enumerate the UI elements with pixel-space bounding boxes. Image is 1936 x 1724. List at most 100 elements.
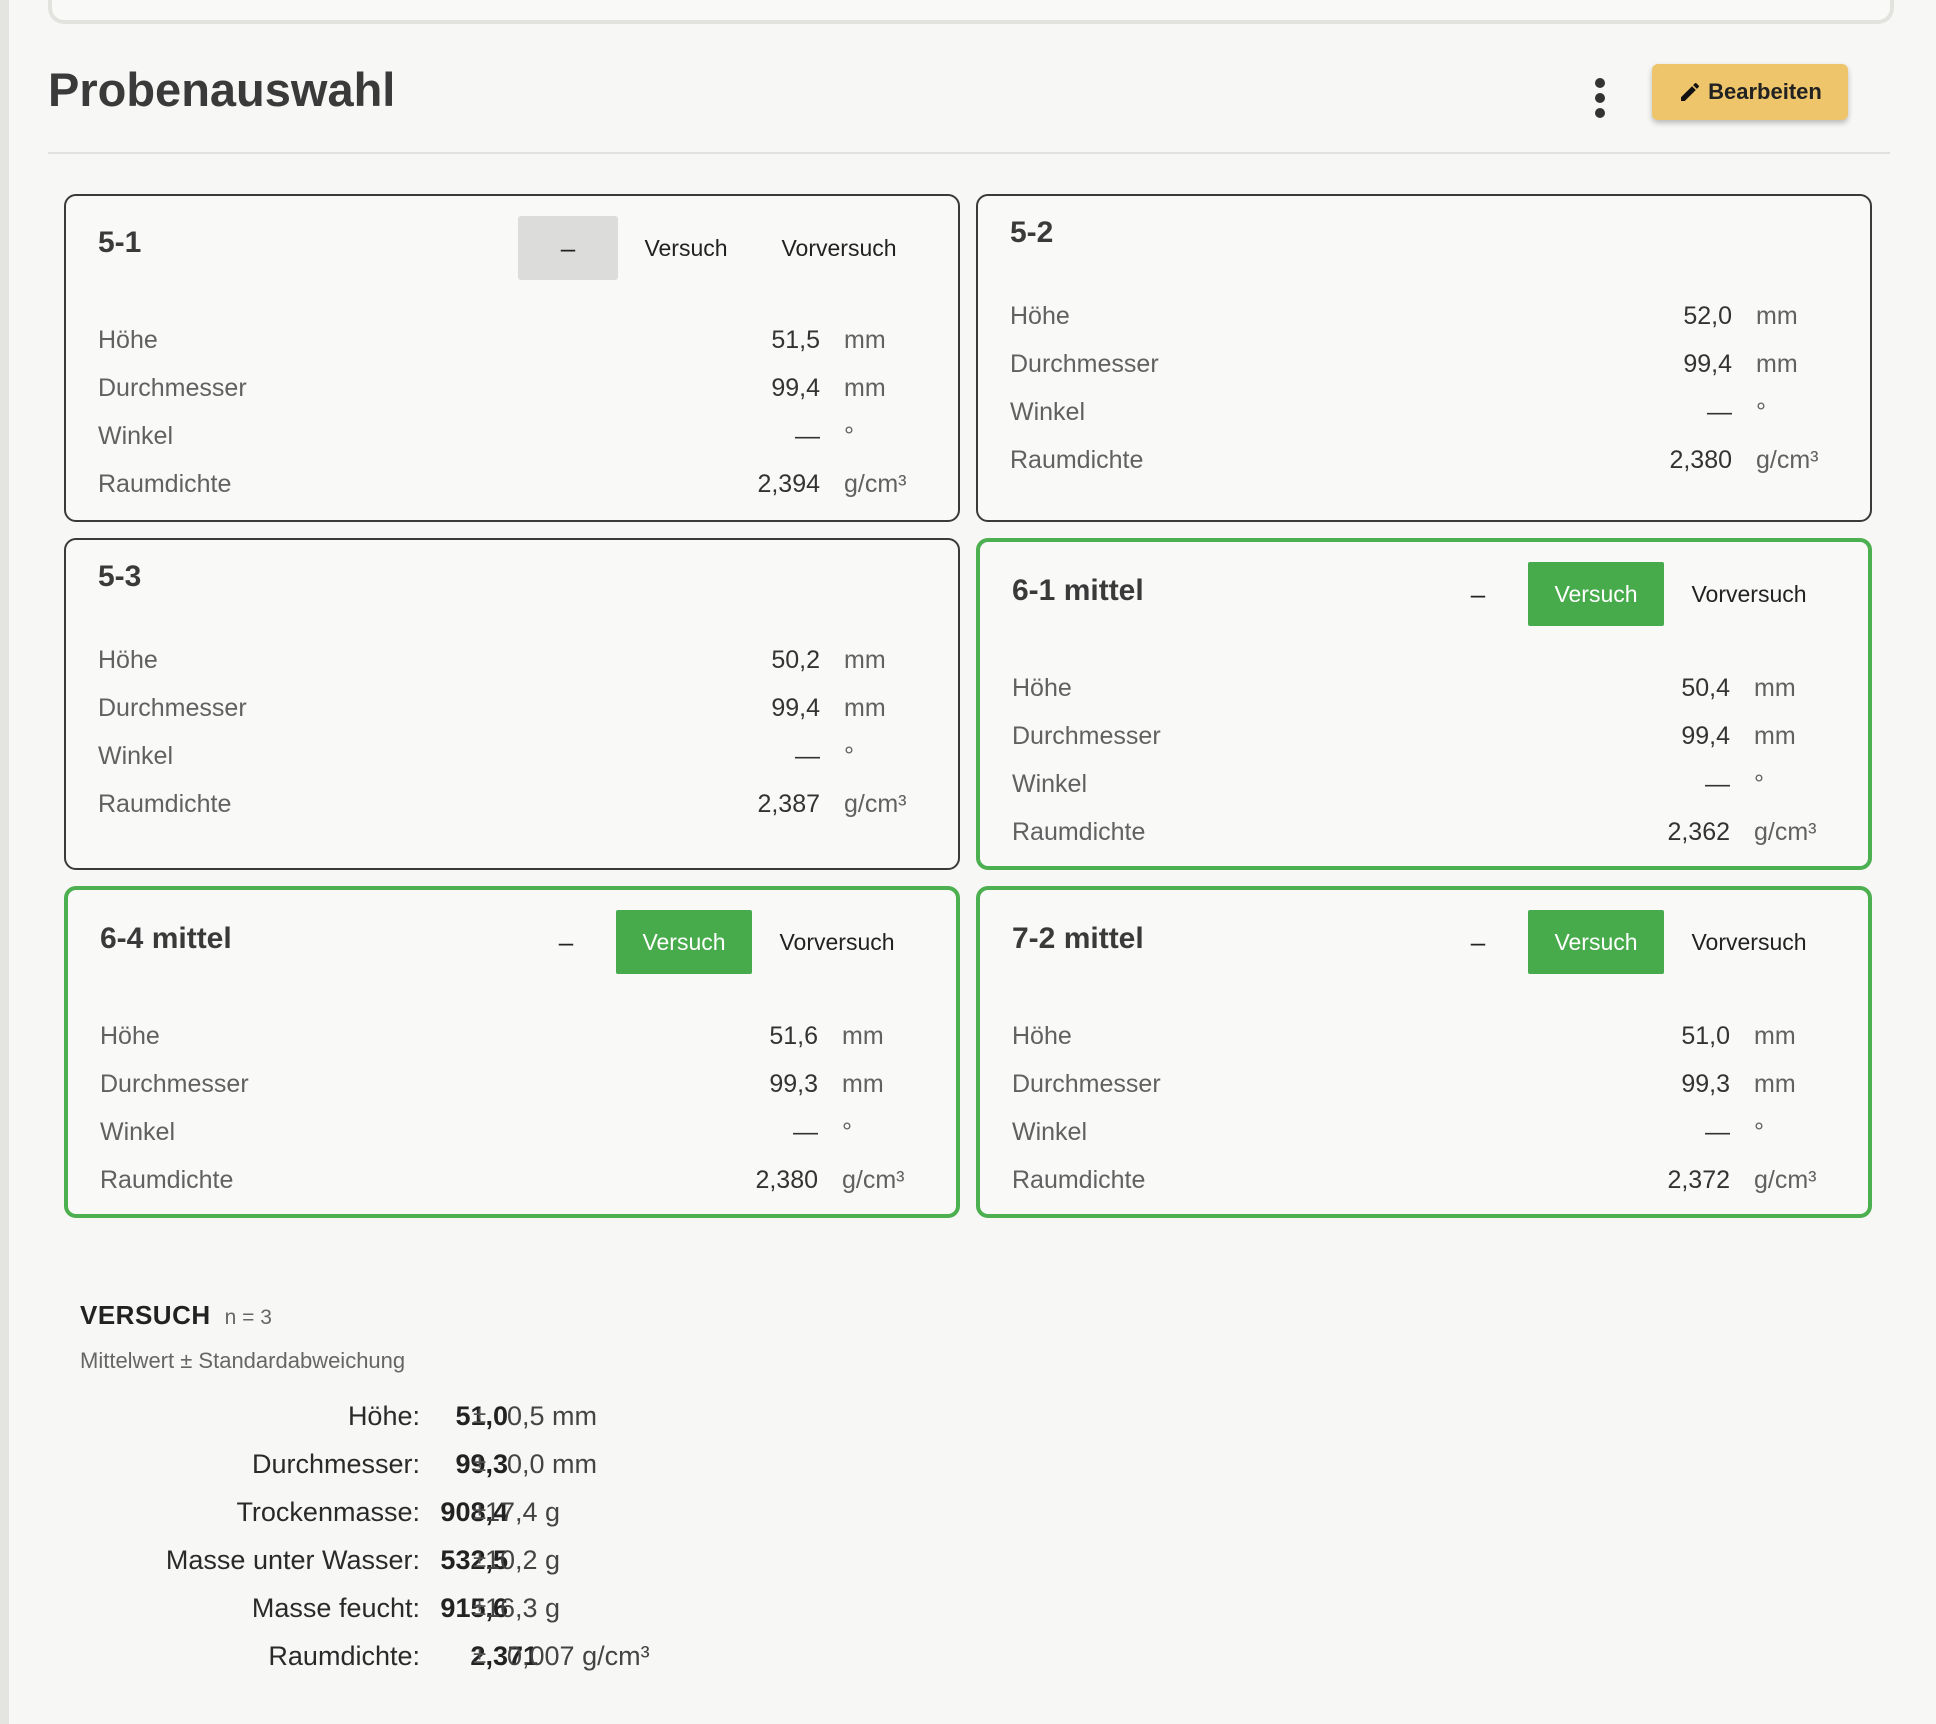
selection-vorversuch-button[interactable]: Vorversuch (754, 216, 924, 280)
property-label: Winkel (1010, 398, 1086, 426)
summary-mean: 51,0 (455, 1401, 508, 1431)
selection-versuch-button[interactable]: Versuch (618, 216, 754, 280)
property-unit: g/cm³ (1754, 818, 1817, 846)
property-row-density: Raumdichte 2,372 g/cm³ (1012, 1156, 1836, 1204)
property-label: Durchmesser (98, 694, 247, 722)
sample-card-5-1[interactable]: 5-1 – Versuch Vorversuch Höhe 51,5 mm Du… (64, 194, 960, 522)
property-row-height: Höhe 52,0 mm (1010, 292, 1838, 340)
plus-minus-sign: ± (473, 1402, 487, 1429)
property-unit: mm (844, 374, 886, 402)
property-label: Raumdichte (1010, 446, 1144, 474)
summary-heading: VERSUCH n = 3 (80, 1300, 272, 1331)
property-row-angle: Winkel — ° (1010, 388, 1838, 436)
selection-vorversuch-button[interactable]: Vorversuch (1664, 910, 1834, 974)
selection-versuch-button[interactable]: Versuch (1528, 910, 1664, 974)
property-unit: mm (844, 646, 886, 674)
property-value: 51,0 (1681, 1022, 1730, 1050)
selection-none-button[interactable]: – (518, 216, 618, 280)
property-value: — (1705, 1118, 1730, 1146)
property-label: Höhe (1010, 302, 1070, 330)
left-rail (0, 0, 9, 1724)
sample-card-7-2-mittel[interactable]: 7-2 mittel – Versuch Vorversuch Höhe 51,… (976, 886, 1872, 1218)
summary-row-height: Höhe: 51,0 ± 0,5 mm (80, 1392, 780, 1440)
property-row-diameter: Durchmesser 99,4 mm (1010, 340, 1838, 388)
summary-mean: 99,3 (455, 1449, 508, 1479)
property-row-angle: Winkel — ° (98, 732, 926, 780)
summary-label: Höhe: (347, 1401, 420, 1431)
property-unit: g/cm³ (842, 1166, 905, 1194)
property-row-angle: Winkel — ° (1012, 760, 1836, 808)
selection-none-button[interactable]: – (516, 910, 616, 974)
summary-label: Masse unter Wasser: (165, 1545, 420, 1575)
property-unit: mm (1754, 674, 1796, 702)
property-value: 99,3 (1681, 1070, 1730, 1098)
edit-button[interactable]: Bearbeiten (1652, 64, 1848, 120)
selection-vorversuch-button[interactable]: Vorversuch (752, 910, 922, 974)
summary-sd: 17,4 g (485, 1497, 561, 1527)
sample-card-5-3[interactable]: 5-3 Höhe 50,2 mm Durchmesser 99,4 mm Win… (64, 538, 960, 870)
property-row-diameter: Durchmesser 99,4 mm (98, 684, 926, 732)
selection-vorversuch-button[interactable]: Vorversuch (1664, 562, 1834, 626)
property-row-angle: Winkel — ° (1012, 1108, 1836, 1156)
sample-title: 5-1 (98, 226, 142, 259)
selection-versuch-button[interactable]: Versuch (1528, 562, 1664, 626)
property-row-diameter: Durchmesser 99,3 mm (100, 1060, 924, 1108)
property-value: 99,4 (1681, 722, 1730, 750)
summary-sd: 16,3 g (485, 1593, 561, 1623)
summary-mean: 532,5 (440, 1545, 508, 1575)
property-unit: mm (844, 326, 886, 354)
property-value: 99,4 (1683, 350, 1732, 378)
summary-sd: 10,2 g (485, 1545, 561, 1575)
sample-card-5-2[interactable]: 5-2 Höhe 52,0 mm Durchmesser 99,4 mm Win… (976, 194, 1872, 522)
property-row-density: Raumdichte 2,387 g/cm³ (98, 780, 926, 828)
page-header: Probenauswahl Bearbeiten (48, 56, 1890, 156)
property-label: Winkel (98, 422, 174, 450)
plus-minus-sign: ± (473, 1594, 487, 1621)
property-unit: mm (1756, 350, 1798, 378)
property-value: 2,387 (757, 790, 820, 818)
header-divider (48, 152, 1890, 154)
property-unit: mm (844, 694, 886, 722)
property-label: Durchmesser (100, 1070, 249, 1098)
property-row-height: Höhe 51,5 mm (98, 316, 926, 364)
property-value: 50,2 (771, 646, 820, 674)
property-label: Winkel (100, 1118, 176, 1146)
property-unit: ° (842, 1118, 852, 1146)
property-row-height: Höhe 50,4 mm (1012, 664, 1836, 712)
kebab-vertical-icon (1595, 78, 1605, 118)
property-unit: g/cm³ (1754, 1166, 1817, 1194)
property-label: Raumdichte (100, 1166, 234, 1194)
property-row-density: Raumdichte 2,380 g/cm³ (1010, 436, 1838, 484)
summary-count: n = 3 (224, 1306, 272, 1329)
property-value: 2,394 (757, 470, 820, 498)
property-label: Höhe (98, 326, 158, 354)
property-label: Höhe (98, 646, 158, 674)
sample-card-6-4-mittel[interactable]: 6-4 mittel – Versuch Vorversuch Höhe 51,… (64, 886, 960, 1218)
more-options-button[interactable] (1588, 74, 1612, 128)
summary-label: Durchmesser: (251, 1449, 420, 1479)
summary-row-mass-under-water: Masse unter Wasser: 532,5 ± 10,2 g (80, 1536, 780, 1584)
property-unit: ° (844, 742, 854, 770)
summary-mean: 908,4 (440, 1497, 508, 1527)
property-value: 2,380 (755, 1166, 818, 1194)
sample-card-6-1-mittel[interactable]: 6-1 mittel – Versuch Vorversuch Höhe 50,… (976, 538, 1872, 870)
property-unit: g/cm³ (1756, 446, 1819, 474)
property-unit: ° (1754, 770, 1764, 798)
summary-title: VERSUCH (80, 1300, 211, 1330)
plus-minus-sign: ± (473, 1498, 487, 1525)
selection-none-button[interactable]: – (1428, 910, 1528, 974)
property-unit: mm (1756, 302, 1798, 330)
property-row-height: Höhe 51,6 mm (100, 1012, 924, 1060)
property-row-diameter: Durchmesser 99,3 mm (1012, 1060, 1836, 1108)
sample-title: 5-3 (98, 560, 142, 593)
property-label: Durchmesser (1012, 1070, 1161, 1098)
property-unit: g/cm³ (844, 470, 907, 498)
property-row-height: Höhe 50,2 mm (98, 636, 926, 684)
selection-versuch-button[interactable]: Versuch (616, 910, 752, 974)
property-value: — (1705, 770, 1730, 798)
summary-subtitle: Mittelwert ± Standardabweichung (80, 1348, 406, 1373)
selection-none-button[interactable]: – (1428, 562, 1528, 626)
property-value: — (793, 1118, 818, 1146)
property-unit: ° (1754, 1118, 1764, 1146)
summary-sd: 0,5 mm (507, 1401, 598, 1431)
